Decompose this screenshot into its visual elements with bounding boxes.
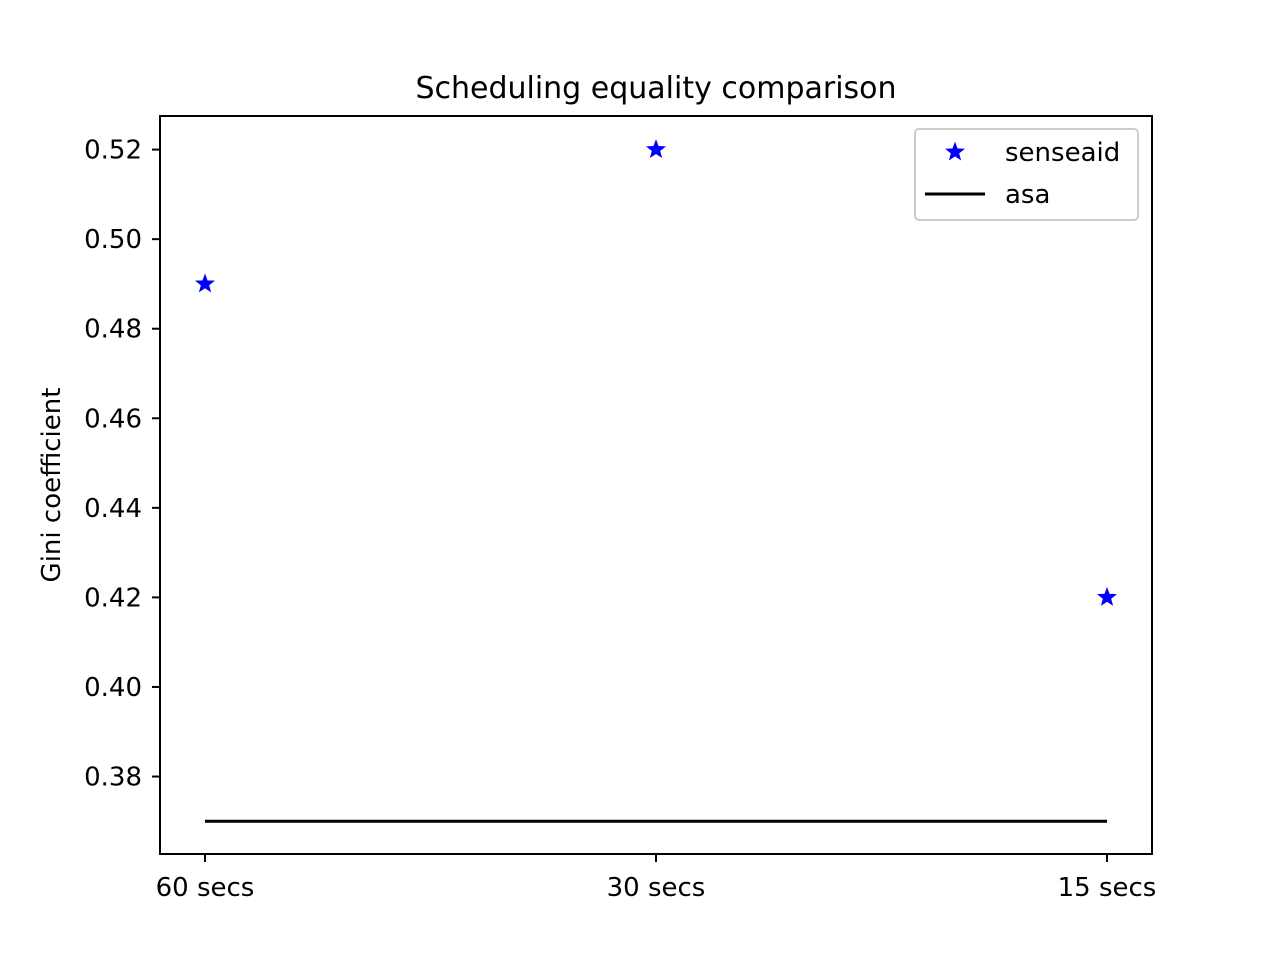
- data-point-senseaid: [195, 273, 215, 293]
- y-tick-label: 0.48: [84, 315, 142, 345]
- y-axis-label: Gini coefficient: [37, 388, 67, 583]
- series-layer: [195, 139, 1117, 823]
- y-axis: 0.38 0.40 0.42 0.44 0.46 0.48 0.50 0.52: [84, 136, 160, 793]
- legend-star-icon: [945, 141, 965, 161]
- x-axis: 60 secs 30 secs 15 secs: [156, 854, 1157, 903]
- chart-title: Scheduling equality comparison: [415, 71, 896, 106]
- y-tick-label: 0.44: [84, 494, 142, 524]
- legend-label-asa: asa: [1005, 180, 1050, 210]
- data-point-senseaid: [646, 139, 666, 159]
- y-tick-label: 0.50: [84, 225, 142, 255]
- x-tick-label: 30 secs: [607, 873, 706, 903]
- legend-box: [914, 128, 1139, 221]
- y-tick-label: 0.52: [84, 136, 142, 166]
- x-tick-label: 60 secs: [156, 873, 255, 903]
- plot-frame: [159, 115, 1153, 855]
- y-tick-label: 0.38: [84, 763, 142, 793]
- legend-label-senseaid: senseaid: [1005, 138, 1120, 168]
- data-point-senseaid: [1097, 586, 1117, 606]
- legend-marker-senseaid: [945, 141, 965, 161]
- legend: senseaid asa: [914, 128, 1139, 221]
- y-tick-label: 0.46: [84, 404, 142, 434]
- y-tick-label: 0.42: [84, 583, 142, 613]
- x-tick-label: 15 secs: [1058, 873, 1157, 903]
- y-tick-label: 0.40: [84, 673, 142, 703]
